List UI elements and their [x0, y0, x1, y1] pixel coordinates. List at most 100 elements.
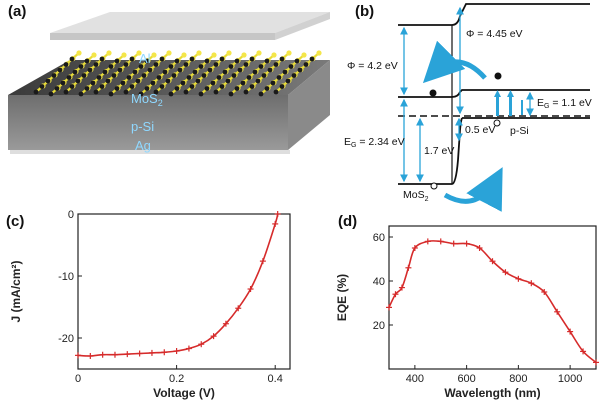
- molybdenum-atom: [249, 56, 255, 62]
- molybdenum-atom: [198, 91, 204, 97]
- molybdenum-atom: [60, 80, 66, 86]
- molybdenum-atom: [48, 91, 54, 97]
- molybdenum-atom: [66, 75, 72, 80]
- molybdenum-atom: [270, 80, 276, 86]
- x-tick-label: 0.4: [268, 373, 283, 385]
- sulfur-atom: [76, 50, 82, 56]
- molybdenum-atom: [78, 64, 84, 69]
- molybdenum-atom: [129, 56, 135, 62]
- molybdenum-atom: [261, 73, 267, 78]
- hole-si: [493, 119, 501, 127]
- panel-a: (a) Al MoS2 p-Si Ag: [8, 3, 330, 154]
- molybdenum-atom: [264, 58, 270, 64]
- sulfur-atom: [91, 52, 97, 58]
- molybdenum-atom: [99, 84, 105, 89]
- molybdenum-atom: [219, 56, 225, 62]
- work-function-si: Φ = 4.45 eV: [466, 28, 523, 40]
- layer-label-psi: p-Si: [131, 119, 154, 134]
- data-point: [259, 258, 266, 265]
- layer-label-al: Al: [139, 51, 151, 66]
- molybdenum-atom: [273, 89, 279, 95]
- molybdenum-atom: [228, 91, 234, 97]
- molybdenum-atom: [51, 73, 57, 78]
- molybdenum-atom: [267, 67, 273, 73]
- data-point: [198, 341, 205, 348]
- molybdenum-atom: [243, 89, 249, 95]
- sulfur-atom: [181, 52, 187, 58]
- molybdenum-atom: [57, 67, 63, 73]
- molybdenum-atom: [96, 75, 102, 80]
- molybdenum-atom: [153, 62, 159, 67]
- molybdenum-atom: [279, 84, 285, 89]
- molybdenum-atom: [147, 67, 153, 73]
- data-curve: [77, 213, 279, 357]
- molybdenum-atom: [174, 86, 180, 91]
- molybdenum-atom: [186, 75, 192, 80]
- data-point: [489, 258, 496, 265]
- data-point: [398, 284, 405, 291]
- molybdenum-atom: [183, 62, 189, 67]
- y-tick-label: 0: [68, 209, 74, 221]
- molybdenum-atom: [192, 69, 198, 75]
- molybdenum-atom: [249, 84, 255, 89]
- sulfur-atom: [226, 50, 232, 56]
- molybdenum-atom: [264, 86, 270, 91]
- data-point: [541, 289, 548, 295]
- offset-0-5: 0.5 eV: [465, 124, 495, 136]
- molybdenum-atom: [291, 73, 297, 78]
- molybdenum-atom: [105, 78, 111, 84]
- sulfur-atom: [106, 50, 112, 56]
- molybdenum-atom: [201, 73, 207, 78]
- y-axis-label: EQE (%): [335, 274, 349, 321]
- data-point: [502, 269, 509, 276]
- eqe-chart: 400 600 800 1000 20 40 60 Wavelength (nm) EQE (%…: [335, 225, 599, 400]
- plot-frame: [388, 225, 597, 370]
- data-point: [450, 240, 457, 247]
- x-tick-label: 600: [457, 373, 475, 385]
- molybdenum-atom: [273, 62, 279, 67]
- molybdenum-atom: [84, 86, 90, 91]
- sulfur-atom: [316, 50, 322, 56]
- excitation-arrows: [494, 90, 523, 116]
- molybdenum-atom: [159, 84, 165, 89]
- data-point: [210, 333, 217, 340]
- molybdenum-atom: [252, 69, 258, 75]
- molybdenum-atom: [234, 58, 240, 64]
- data-point: [272, 220, 279, 227]
- molybdenum-atom: [309, 56, 315, 62]
- work-function-mos2: Φ = 4.2 eV: [347, 60, 398, 72]
- molybdenum-atom: [177, 67, 183, 73]
- electron-mos2: [429, 89, 437, 97]
- y-tick-label: 40: [373, 276, 385, 288]
- molybdenum-atom: [213, 62, 219, 67]
- molybdenum-atom: [246, 75, 252, 80]
- molybdenum-atom: [33, 89, 39, 95]
- molybdenum-atom: [126, 75, 132, 80]
- molybdenum-atom: [255, 78, 261, 84]
- molybdenum-atom: [108, 64, 114, 69]
- sulfur-atom: [121, 52, 127, 58]
- molybdenum-atom: [144, 86, 150, 91]
- data-point: [136, 350, 143, 357]
- molybdenum-atom: [180, 80, 186, 86]
- molybdenum-atom: [231, 73, 237, 78]
- data-point: [247, 286, 254, 293]
- molybdenum-atom: [123, 62, 129, 67]
- panel-c-label: (c): [6, 213, 24, 230]
- data-point: [124, 351, 131, 358]
- molybdenum-atom: [138, 64, 144, 69]
- molybdenum-atom: [102, 69, 108, 75]
- data-point: [515, 275, 522, 282]
- molybdenum-atom: [78, 91, 84, 97]
- data-point: [235, 305, 242, 312]
- molybdenum-atom: [90, 80, 96, 86]
- molybdenum-atom: [207, 67, 213, 73]
- molybdenum-atom: [198, 64, 204, 69]
- molybdenum-atom: [189, 56, 195, 62]
- molybdenum-atom: [294, 58, 300, 64]
- molybdenum-atom: [114, 86, 120, 91]
- molybdenum-atom: [168, 64, 174, 69]
- data-point: [386, 304, 392, 311]
- molybdenum-atom: [282, 69, 288, 75]
- molybdenum-atom: [240, 80, 246, 86]
